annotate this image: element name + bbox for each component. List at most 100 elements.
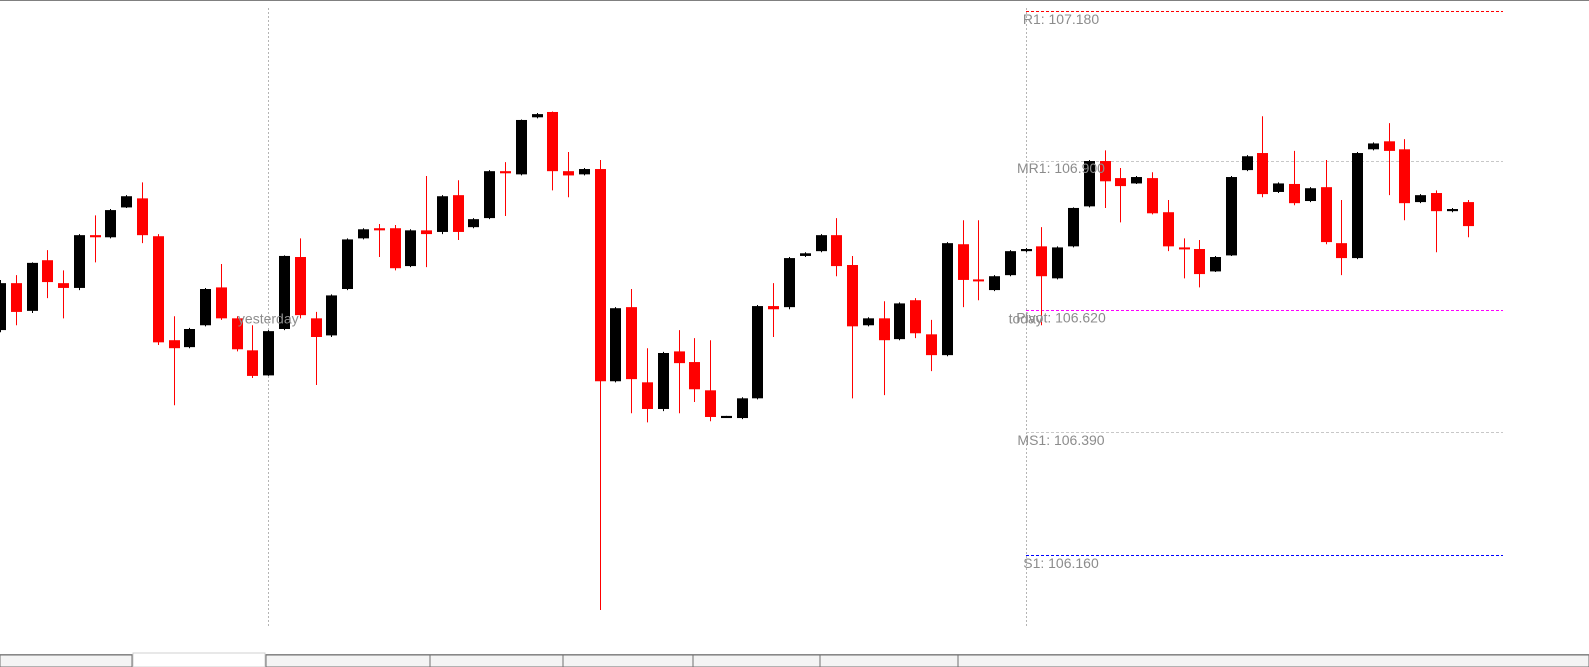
candle-body (1068, 207, 1079, 247)
candle-body (752, 306, 763, 399)
candle-body (1179, 247, 1190, 250)
candle-body (1084, 161, 1095, 207)
pivot-level-label: Pivot: 106.620 (1016, 310, 1106, 326)
candle-body (1194, 249, 1205, 275)
candle-body (1257, 153, 1268, 195)
candle-body (1321, 187, 1332, 243)
candle-body (1131, 177, 1142, 184)
candle-body (1226, 177, 1237, 256)
candle-body (563, 171, 574, 176)
tab[interactable] (429, 654, 564, 667)
candle-body (879, 318, 890, 341)
candle-body (942, 243, 953, 356)
candle-body (342, 239, 353, 290)
candle-body (642, 382, 653, 409)
candle-body (847, 265, 858, 327)
candle-body (532, 114, 543, 118)
candle-body (831, 235, 842, 267)
candle-body (153, 236, 164, 343)
candle-body (894, 303, 905, 340)
candle-body (768, 306, 779, 310)
day-separator-label: today (1009, 311, 1043, 327)
candle-body (374, 228, 385, 231)
candle-body (405, 230, 416, 267)
candle-body (989, 276, 1000, 291)
candle-body (579, 169, 590, 175)
candle-body (800, 253, 811, 256)
candle-body (358, 229, 369, 239)
candle-body (658, 352, 669, 409)
candle-body (1352, 153, 1363, 259)
candle-body (547, 111, 558, 172)
day-separator-label: yesterday (238, 311, 299, 327)
candle-body (295, 257, 306, 316)
tab[interactable] (0, 654, 133, 667)
candle-body (1052, 247, 1063, 279)
candle-body (1147, 178, 1158, 214)
candle-body (516, 119, 527, 175)
candle-body (1384, 141, 1395, 151)
candle-body (500, 171, 511, 174)
candle-body (784, 258, 795, 308)
candle-body (610, 308, 621, 382)
candle-body (863, 318, 874, 326)
candle-body (27, 262, 38, 311)
candle-body (42, 260, 53, 283)
candle-body (626, 307, 637, 380)
candle-body (484, 171, 495, 219)
tab[interactable] (265, 654, 431, 667)
candle-body (1305, 188, 1316, 202)
tab-active[interactable] (132, 652, 266, 667)
candle-body (674, 351, 685, 364)
candle-body (437, 196, 448, 232)
tab[interactable] (692, 654, 821, 667)
candle-body (1447, 209, 1458, 212)
candle-body (816, 235, 827, 252)
candle-body (311, 318, 322, 337)
pivot-level-label: R1: 107.180 (1023, 11, 1099, 27)
candle-body (1210, 257, 1221, 272)
candle-body (390, 228, 401, 269)
candle-body (169, 340, 180, 349)
candle-body (910, 300, 921, 334)
tab[interactable] (562, 654, 694, 667)
candle-body (326, 295, 337, 336)
candle-body (1463, 202, 1474, 227)
candle-body (926, 334, 937, 356)
candle-body (737, 398, 748, 419)
candle-body (74, 235, 85, 288)
candle-body (1399, 149, 1410, 204)
pivot-level-label: S1: 106.160 (1023, 555, 1099, 571)
candle-body (263, 331, 274, 376)
tab[interactable] (819, 654, 959, 667)
candle-body (453, 195, 464, 232)
candle-body (1336, 243, 1347, 259)
candle-body (958, 244, 969, 280)
candle-body (1431, 193, 1442, 212)
candle-body (1242, 156, 1253, 171)
candle-body (1415, 195, 1426, 203)
candle-body (279, 255, 290, 329)
tab-bar (0, 652, 1589, 667)
candle-body (973, 279, 984, 282)
candle-body (58, 283, 69, 288)
candle-body (421, 230, 432, 235)
candle-body (1021, 249, 1032, 252)
candle-body (1368, 143, 1379, 150)
tab[interactable] (957, 654, 1589, 667)
pivot-level-label: MR1: 106.900 (1017, 160, 1105, 176)
pivot-level-label: MS1: 106.390 (1017, 432, 1104, 448)
candle-body (90, 235, 101, 238)
candle-body (184, 328, 195, 348)
candle-body (1289, 183, 1300, 204)
candle-body (121, 196, 132, 208)
candle-body (216, 287, 227, 319)
candle-body (689, 362, 700, 390)
candle-body (1273, 183, 1284, 192)
candle-body (1100, 161, 1111, 182)
candle-body (595, 169, 606, 382)
candle-body (0, 283, 6, 331)
candle-body (11, 283, 22, 312)
candle-body (705, 390, 716, 417)
